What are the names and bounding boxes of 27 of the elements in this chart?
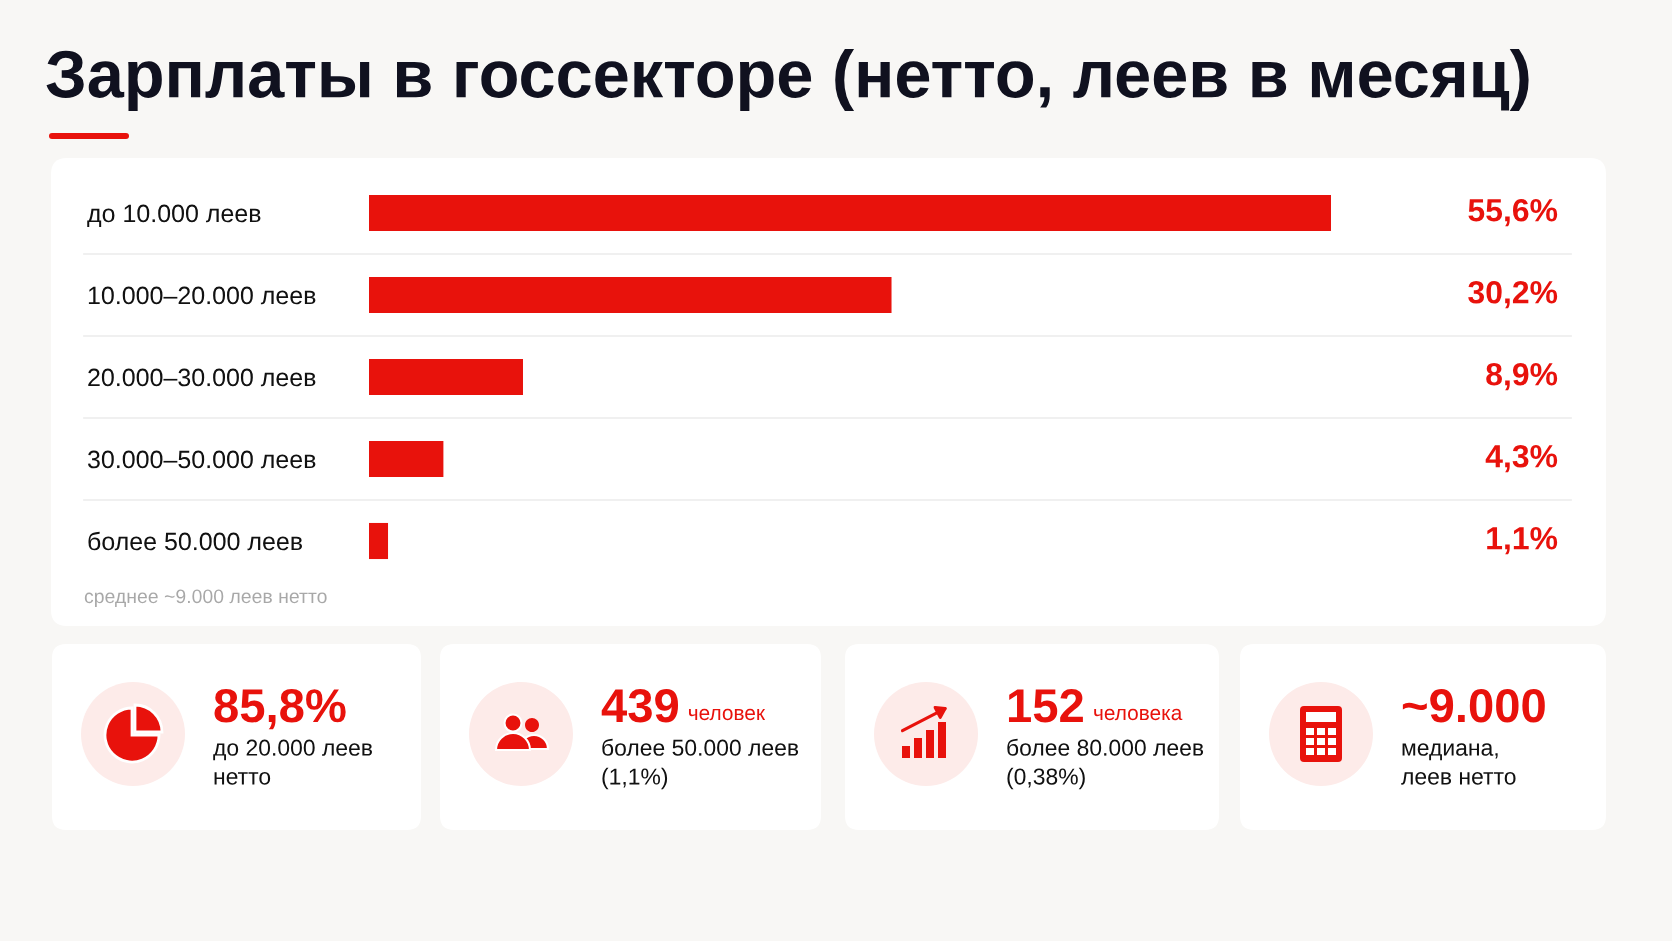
data-label: 8,9% (1486, 362, 1558, 391)
bar (369, 194, 1331, 232)
text: медиана, леев нетто (1401, 743, 1516, 785)
y-tick-label: более 50.000 леев (88, 531, 302, 551)
bar (369, 522, 389, 560)
text: 152 (1008, 689, 1083, 723)
text: более 50.000 леев (1,1%) (602, 738, 799, 790)
y-tick-label: 20.000–30.000 леев (88, 368, 316, 387)
y-tick-label: 30.000–50.000 леев (87, 450, 316, 469)
text: среднее ~9.000 леев нетто (84, 589, 327, 608)
bar (369, 358, 523, 396)
text: более 80.000 леев (0,38%) (1007, 738, 1204, 790)
text: до 20.000 леев нетто (213, 739, 372, 785)
bar (369, 276, 892, 314)
text: человек (688, 708, 766, 721)
text: ~9.000 (1402, 689, 1545, 723)
data-label: 55,6% (1468, 198, 1558, 227)
y-tick-label: 10.000–20.000 леев (88, 286, 316, 305)
text: 439 (601, 689, 679, 723)
data-label: 1,1% (1487, 527, 1558, 555)
data-label: 30,2% (1468, 280, 1558, 309)
y-tick-label: до 10.000 леев (87, 204, 261, 228)
data-label: 4,3% (1485, 444, 1558, 473)
chart-title: Зарплаты в госсекторе (нетто, леев в месяц) (46, 48, 1529, 112)
bar (369, 440, 444, 478)
text: 85,8% (214, 689, 346, 730)
text: человека (1094, 708, 1183, 721)
